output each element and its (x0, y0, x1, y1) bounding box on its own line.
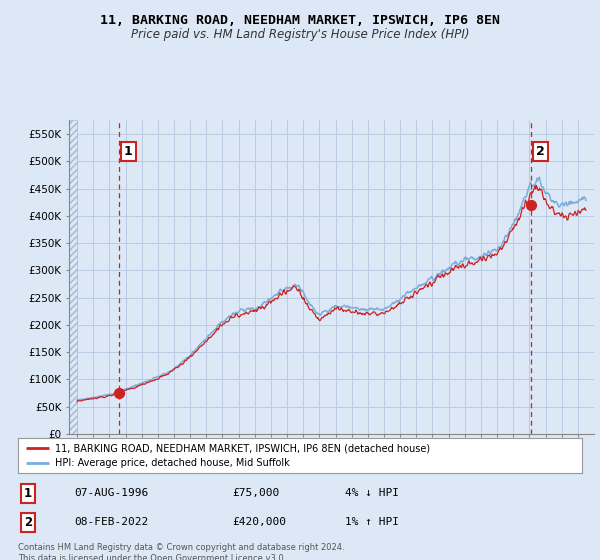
Text: 2: 2 (536, 145, 545, 158)
Text: 1% ↑ HPI: 1% ↑ HPI (345, 517, 399, 528)
Polygon shape (69, 120, 77, 434)
Text: 4% ↓ HPI: 4% ↓ HPI (345, 488, 399, 498)
Text: Price paid vs. HM Land Registry's House Price Index (HPI): Price paid vs. HM Land Registry's House … (131, 28, 469, 41)
Text: £420,000: £420,000 (232, 517, 286, 528)
Text: 11, BARKING ROAD, NEEDHAM MARKET, IPSWICH, IP6 8EN (detached house): 11, BARKING ROAD, NEEDHAM MARKET, IPSWIC… (55, 443, 430, 453)
Text: 07-AUG-1996: 07-AUG-1996 (74, 488, 149, 498)
Text: 08-FEB-2022: 08-FEB-2022 (74, 517, 149, 528)
Text: 11, BARKING ROAD, NEEDHAM MARKET, IPSWICH, IP6 8EN: 11, BARKING ROAD, NEEDHAM MARKET, IPSWIC… (100, 14, 500, 27)
Point (526, 200, 536, 209)
Text: HPI: Average price, detached house, Mid Suffolk: HPI: Average price, detached house, Mid … (55, 459, 289, 469)
Text: 1: 1 (124, 145, 133, 158)
Text: Contains HM Land Registry data © Crown copyright and database right 2024.
This d: Contains HM Land Registry data © Crown c… (18, 543, 344, 560)
Point (114, 389, 124, 398)
Text: 1: 1 (24, 487, 32, 500)
Text: 2: 2 (24, 516, 32, 529)
Text: £75,000: £75,000 (232, 488, 280, 498)
